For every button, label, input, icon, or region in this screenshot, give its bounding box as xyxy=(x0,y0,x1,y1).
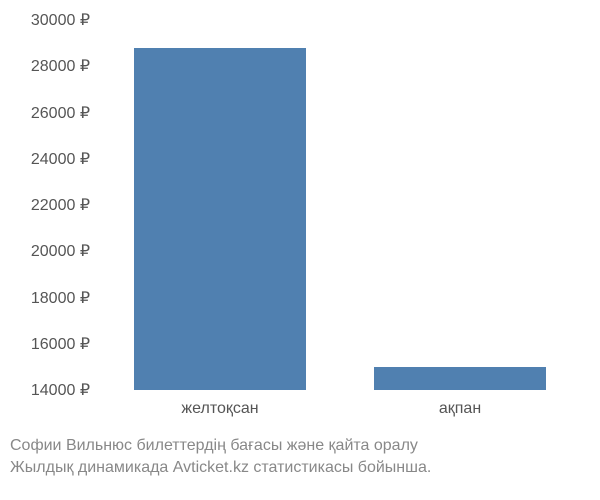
y-tick-label: 30000 ₽ xyxy=(31,10,90,30)
y-tick-label: 20000 ₽ xyxy=(31,241,90,261)
caption-line-1: Софии Вильнюс билеттердің бағасы және қа… xyxy=(10,435,590,457)
x-tick-label: желтоқсан xyxy=(181,400,258,418)
x-axis: желтоқсан ақпан xyxy=(100,395,580,425)
y-tick-label: 16000 ₽ xyxy=(31,334,90,354)
plot-area xyxy=(100,20,580,390)
y-tick-label: 22000 ₽ xyxy=(31,195,90,215)
caption-line-2: Жылдық динамикада Avticket.kz статистика… xyxy=(10,457,590,479)
y-tick-label: 28000 ₽ xyxy=(31,56,90,76)
y-axis: 14000 ₽16000 ₽18000 ₽20000 ₽22000 ₽24000… xyxy=(0,20,95,390)
bar xyxy=(134,48,307,390)
y-tick-label: 24000 ₽ xyxy=(31,149,90,169)
chart-caption: Софии Вильнюс билеттердің бағасы және қа… xyxy=(10,435,590,480)
bar xyxy=(374,367,547,390)
chart-container: 14000 ₽ 16000 ₽ 18000 ₽ 20000 ₽ 22000 ₽ 24000… xyxy=(0,0,600,500)
y-tick-label: 26000 ₽ xyxy=(31,103,90,123)
y-tick-label: 14000 ₽ xyxy=(31,380,90,400)
y-tick-label: 18000 ₽ xyxy=(31,288,90,308)
x-tick-label: ақпан xyxy=(439,400,481,418)
